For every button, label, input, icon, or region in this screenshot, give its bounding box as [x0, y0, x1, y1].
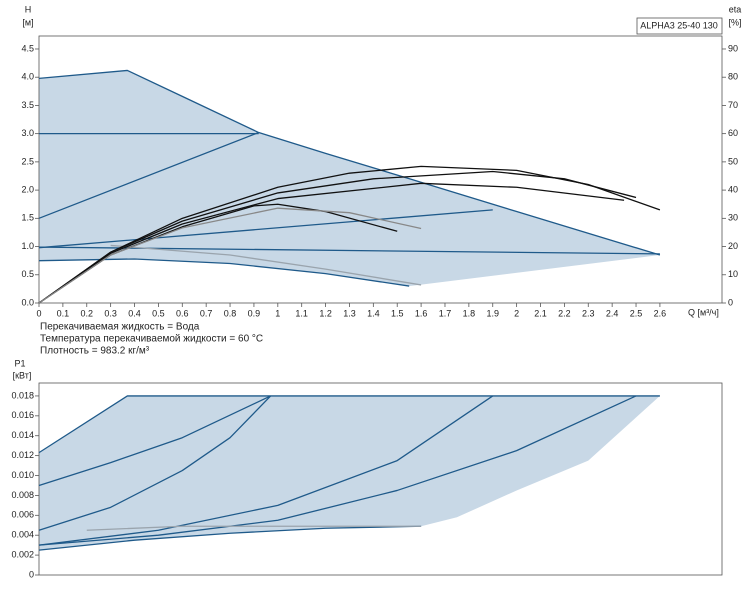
- curve: [86, 525, 422, 531]
- curve: [38, 170, 637, 304]
- y-tick-label: 2.0: [21, 184, 34, 194]
- y-tick-label: 0.008: [11, 490, 34, 500]
- x-tick-label: 0.8: [224, 308, 237, 318]
- y2-tick-label: 10: [728, 269, 738, 279]
- x-tick-label: 0.9: [248, 308, 261, 318]
- y-tick-label: 4.0: [21, 72, 34, 82]
- curve: [38, 395, 660, 454]
- y-tick-label: 0: [29, 569, 34, 579]
- y-tick-label: 0.004: [11, 530, 34, 540]
- y-tick-label: 0.0: [21, 297, 34, 307]
- x-label: Q [м³/ч]: [688, 307, 719, 317]
- y-tick-label: 0.006: [11, 510, 34, 520]
- y-tick-label: 4.5: [21, 43, 34, 53]
- curve: [38, 395, 271, 487]
- curve: [38, 207, 422, 304]
- x-tick-label: 1.7: [439, 308, 452, 318]
- note: Температура перекачиваемой жидкости = 60…: [40, 334, 263, 345]
- note: Перекачиваемая жидкость = Вода: [40, 322, 200, 333]
- curve: [38, 131, 259, 219]
- x-tick-label: 1.8: [463, 308, 476, 318]
- y2-tick-label: 60: [728, 128, 738, 138]
- x-tick-label: 1.3: [343, 308, 356, 318]
- y-tick-label: 1.5: [21, 213, 34, 223]
- y2-tick-label: 40: [728, 184, 738, 194]
- curve: [38, 165, 661, 304]
- x-tick-label: 2.4: [606, 308, 619, 318]
- curve: [38, 395, 494, 546]
- plot-frame: [38, 35, 723, 304]
- x-tick-label: 1.6: [415, 308, 428, 318]
- x-tick-label: 0.3: [104, 308, 117, 318]
- y-unit: [кВт]: [13, 370, 32, 380]
- x-tick-label: 0.7: [200, 308, 213, 318]
- x-tick-label: 0.4: [128, 308, 141, 318]
- y-tick-label: 0.018: [11, 390, 34, 400]
- y2-tick-label: 50: [728, 156, 738, 166]
- plot-frame: [38, 382, 723, 576]
- y-label: P1: [14, 358, 25, 368]
- curve: [38, 182, 625, 304]
- note: Плотность = 983.2 кг/м³: [40, 346, 150, 357]
- x-tick-label: 1.1: [295, 308, 308, 318]
- x-tick-label: 2: [514, 308, 519, 318]
- curve: [38, 395, 272, 531]
- y2-unit: [%]: [728, 17, 741, 27]
- curve: [38, 69, 661, 256]
- x-tick-label: 0.1: [57, 308, 70, 318]
- x-tick-label: 2.3: [582, 308, 595, 318]
- x-tick-label: 1.4: [367, 308, 380, 318]
- y-unit: [м]: [22, 17, 33, 27]
- x-tick-label: 0.2: [81, 308, 94, 318]
- x-tick-label: 2.2: [558, 308, 571, 318]
- x-tick-label: 2.1: [534, 308, 547, 318]
- y2-tick-label: 80: [728, 72, 738, 82]
- y-tick-label: 2.5: [21, 156, 34, 166]
- x-tick-label: 2.5: [630, 308, 643, 318]
- curve: [38, 209, 493, 249]
- y-tick-label: 0.016: [11, 410, 34, 420]
- curve: [110, 244, 422, 286]
- x-tick-label: 1.2: [319, 308, 332, 318]
- y-tick-label: 3.0: [21, 128, 34, 138]
- title-box: [636, 17, 723, 35]
- x-tick-label: 0.5: [152, 308, 165, 318]
- curve: [38, 525, 422, 551]
- y-tick-label: 0.5: [21, 269, 34, 279]
- y2-tick-label: 20: [728, 241, 738, 251]
- y-tick-label: 0.002: [11, 549, 34, 559]
- x-tick-label: 1.5: [391, 308, 404, 318]
- y-tick-label: 1.0: [21, 241, 34, 251]
- y-tick-label: 0.012: [11, 450, 34, 460]
- x-tick-label: 0.6: [176, 308, 189, 318]
- curve: [38, 395, 637, 546]
- x-tick-label: 1.9: [486, 308, 499, 318]
- x-tick-label: 2.6: [654, 308, 667, 318]
- y2-tick-label: 0: [728, 297, 733, 307]
- y-tick-label: 0.010: [11, 470, 34, 480]
- y-tick-label: 0.014: [11, 430, 34, 440]
- y2-tick-label: 90: [728, 43, 738, 53]
- chart-title: ALPHA3 25-40 130: [640, 20, 718, 30]
- y2-label: eta: [729, 4, 742, 14]
- y2-tick-label: 30: [728, 213, 738, 223]
- y2-tick-label: 70: [728, 100, 738, 110]
- y-tick-label: 3.5: [21, 100, 34, 110]
- operating-region: [39, 70, 660, 287]
- x-tick-label: 1: [275, 308, 280, 318]
- x-tick-label: 0: [36, 308, 41, 318]
- operating-region: [39, 395, 660, 551]
- y-label: H: [25, 4, 32, 14]
